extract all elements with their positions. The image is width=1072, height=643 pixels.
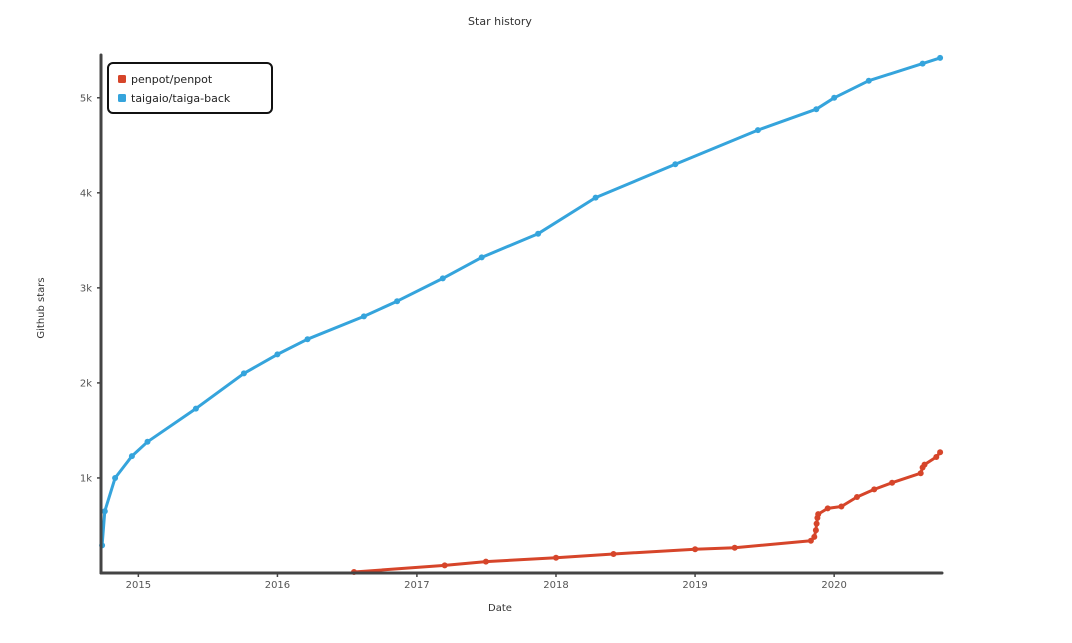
data-point: [192, 405, 199, 412]
legend-label: taigaio/taiga-back: [131, 92, 231, 105]
data-point: [240, 370, 247, 377]
data-point: [672, 161, 679, 168]
data-point: [610, 551, 617, 557]
data-point: [937, 54, 944, 61]
data-point: [919, 60, 926, 67]
data-point: [937, 449, 944, 456]
data-point: [838, 503, 845, 510]
data-point: [360, 313, 367, 320]
legend-swatch: [118, 94, 126, 102]
data-point: [731, 544, 738, 551]
x-tick-label: 2019: [682, 580, 707, 591]
x-axis-label: Date: [488, 603, 512, 614]
series-0: [351, 449, 944, 575]
data-point: [854, 494, 860, 500]
legend-box: [107, 62, 273, 114]
data-point: [754, 127, 761, 134]
data-point: [921, 461, 928, 468]
legend: penpot/penpot taigaio/taiga-back: [107, 62, 273, 114]
data-point: [482, 558, 489, 565]
data-point: [304, 336, 311, 343]
data-point: [831, 94, 838, 101]
data-point: [441, 562, 448, 569]
data-point: [394, 298, 401, 305]
data-point: [592, 194, 599, 201]
data-point: [553, 554, 559, 561]
data-point: [101, 508, 108, 515]
y-tick-label: 3k: [80, 283, 92, 294]
legend-swatch: [118, 75, 126, 83]
axes: 1k 2k 3k 4k 5k 2015 2016 2017 2018 2019 2020: [80, 53, 944, 591]
data-point: [535, 230, 542, 237]
x-tick-label: 2018: [543, 580, 568, 591]
data-point: [811, 533, 818, 540]
data-point: [439, 275, 446, 282]
y-tick-label: 2k: [80, 378, 92, 389]
x-tick-label: 2015: [126, 580, 151, 591]
data-point: [813, 520, 820, 527]
data-point: [128, 453, 135, 460]
data-point: [812, 527, 819, 534]
series-layer: [99, 54, 944, 575]
data-point: [917, 470, 924, 477]
data-point: [933, 454, 940, 460]
data-point: [274, 351, 281, 358]
y-tick-label: 5k: [80, 93, 92, 104]
data-point: [815, 511, 822, 518]
data-point: [865, 77, 872, 84]
data-point: [112, 475, 119, 481]
data-point: [889, 479, 896, 486]
data-point: [144, 438, 151, 445]
data-point: [692, 546, 699, 553]
y-tick-label: 4k: [80, 188, 92, 199]
series-line: [352, 450, 942, 574]
x-tick-label: 2017: [404, 580, 429, 591]
data-point: [871, 486, 878, 493]
chart-title: Star history: [468, 15, 532, 28]
legend-label: penpot/penpot: [131, 73, 213, 86]
x-tick-label: 2020: [821, 580, 846, 591]
series-line: [100, 56, 942, 547]
data-point: [813, 106, 820, 113]
y-tick-label: 1k: [80, 473, 92, 484]
data-point: [824, 505, 831, 512]
x-tick-label: 2016: [265, 580, 290, 591]
series-1: [99, 54, 944, 549]
y-axis-label: Github stars: [36, 277, 47, 338]
data-point: [478, 254, 485, 261]
